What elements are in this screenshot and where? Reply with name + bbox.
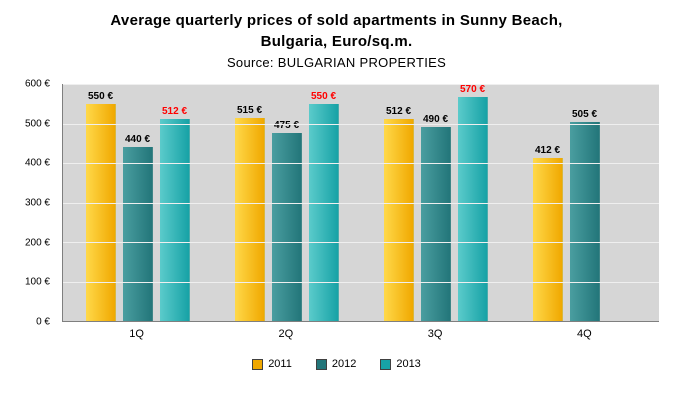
legend-label-2011: 2011: [268, 358, 292, 370]
bars-layer: 550 € 440 € 512 € 515 € 475 € 550 € 512 € 490 €…: [63, 84, 659, 321]
bar-2013-1q: [159, 118, 190, 321]
bar-2013-3q: [457, 97, 488, 321]
bar-2012-3q: [420, 127, 451, 321]
bar-slot: 475 €: [271, 84, 302, 321]
bar-2012-4q: [569, 121, 600, 321]
x-tick-label-2q: 2Q: [278, 328, 294, 340]
y-tick-label: 400 €: [24, 157, 50, 169]
bar-value-label: 505 €: [571, 108, 598, 120]
bar-2012-2q: [271, 133, 302, 321]
gridline: [63, 163, 659, 165]
gridline: [63, 242, 659, 244]
chart-title: Average quarterly prices of sold apartme…: [0, 10, 673, 52]
bar-value-label: 570 €: [459, 84, 486, 95]
gridline: [63, 202, 659, 204]
y-tick-label: 600 €: [24, 78, 50, 90]
bar-2013-2q: [308, 103, 339, 321]
y-tick-label: 0 €: [36, 316, 50, 328]
gridline: [63, 123, 659, 125]
legend-item-2013: 2013: [380, 358, 421, 370]
bar-group-2q: 515 € 475 € 550 €: [212, 84, 361, 321]
bar-group-4q: 412 € 505 €: [510, 84, 659, 321]
title-block: Average quarterly prices of sold apartme…: [0, 0, 673, 70]
bar-2011-3q: [383, 118, 414, 321]
bar-slot: 490 €: [420, 84, 451, 321]
bar-slot: 515 €: [234, 84, 265, 321]
bar-value-label: 412 €: [534, 145, 561, 157]
y-tick-label: 100 €: [24, 276, 50, 288]
plot-wrap: 0 € 100 € 200 € 300 € 400 € 500 € 600 € 550 € 4…: [25, 79, 659, 328]
gridline: [63, 84, 659, 85]
bar-slot: 570 €: [457, 84, 488, 321]
chart-body: 0 € 100 € 200 € 300 € 400 € 500 € 600 € 550 € 4…: [0, 79, 673, 370]
legend: 2011 2012 2013: [0, 358, 673, 370]
bar-slot: 512 €: [383, 84, 414, 321]
legend-item-2011: 2011: [252, 358, 292, 370]
bar-value-label: 550 €: [87, 90, 114, 102]
bar-value-label: 550 €: [310, 90, 337, 102]
y-tick-label: 300 €: [24, 197, 50, 209]
legend-label-2012: 2012: [331, 358, 357, 370]
legend-item-2012: 2012: [315, 358, 357, 370]
bar-2011-2q: [234, 117, 265, 321]
bar-value-label: 475 €: [273, 120, 300, 132]
bar-group-1q: 550 € 440 € 512 €: [63, 84, 212, 321]
legend-label-2013: 2013: [396, 358, 421, 370]
y-axis: 0 € 100 € 200 € 300 € 400 € 500 € 600 €: [4, 79, 56, 328]
legend-swatch-2011: [252, 358, 264, 370]
bar-slot: 440 €: [122, 84, 153, 321]
y-tick-label: 200 €: [24, 237, 50, 249]
bar-slot: 550 €: [85, 84, 116, 321]
bar-value-label: 440 €: [124, 134, 151, 146]
gridline: [63, 281, 659, 283]
bar-2011-1q: [85, 103, 116, 321]
chart-title-line2: Bulgaria, Euro/sq.m.: [260, 33, 413, 50]
bar-slot: 505 €: [569, 84, 600, 321]
bar-slot: 550 €: [308, 84, 339, 321]
x-tick-label-3q: 3Q: [427, 328, 443, 340]
bar-slot: 512 €: [159, 84, 190, 321]
plot-area: 550 € 440 € 512 € 515 € 475 € 550 € 512 € 490 €…: [62, 84, 659, 322]
bar-value-label: 512 €: [385, 105, 412, 117]
x-tick-label-4q: 4Q: [577, 328, 592, 340]
bar-value-label: 490 €: [422, 114, 449, 126]
x-tick-label-1q: 1Q: [129, 328, 144, 340]
bar-value-label: 515 €: [236, 104, 263, 116]
chart-title-line1: Average quarterly prices of sold apartme…: [110, 12, 563, 29]
legend-swatch-2013: [380, 358, 392, 370]
bar-value-label: 512 €: [161, 105, 188, 117]
y-tick-label: 500 €: [24, 118, 50, 130]
bar-2012-1q: [122, 147, 153, 321]
chart-source: Source: BULGARIAN PROPERTIES: [226, 55, 447, 70]
legend-swatch-2012: [315, 358, 327, 370]
bar-2011-4q: [532, 158, 563, 321]
bar-group-3q: 512 € 490 € 570 €: [361, 84, 510, 321]
bar-slot: 412 €: [532, 84, 563, 321]
x-axis: 1Q 2Q 3Q 4Q: [62, 322, 659, 344]
